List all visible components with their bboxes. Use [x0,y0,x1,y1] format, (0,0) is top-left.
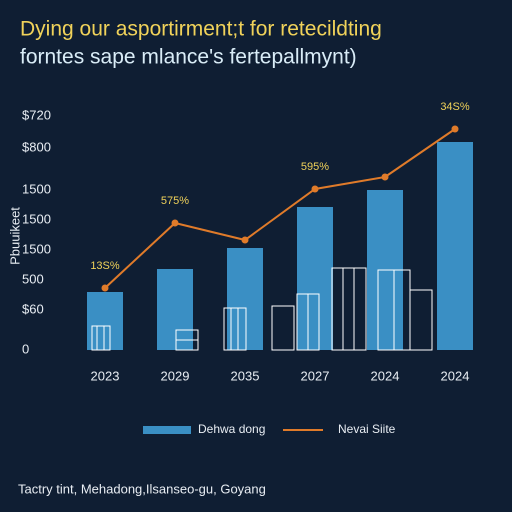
data-label: 34S% [440,101,470,113]
legend-label: Dehwa dong [198,422,265,436]
y-tick-label: $720 [22,107,51,122]
buildings [91,267,433,351]
data-label: 595% [301,161,329,173]
x-tick-label: 2023 [91,368,120,383]
y-tick-label: 1500 [22,181,51,196]
data-label: 575% [161,195,189,207]
line-marker [451,125,459,133]
line [104,128,456,289]
bar [87,292,123,350]
chart-subtitle: forntes sape mlance's fertepallmynt) [20,46,357,69]
bar [157,269,193,350]
y-axis-label: Pbuuikeet [7,207,22,265]
line-marker [241,236,249,244]
y-tick-label: $60 [22,301,44,316]
x-tick-label: 2029 [161,368,190,383]
line-marker [171,219,179,227]
y-tick-label: $800 [22,139,51,154]
bar [227,248,263,350]
legend-swatch [143,426,191,434]
bar [297,207,333,350]
legend-label: Nevai Siite [338,422,396,436]
x-tick-label: 2035 [231,368,260,383]
line-marker [311,185,319,193]
line-marker [101,284,109,292]
x-tick-label: 2024 [441,368,470,383]
bar [437,142,473,350]
y-tick-label: 1500 [22,211,51,226]
y-tick-label: 500 [22,271,44,286]
x-tick-label: 2024 [371,368,400,383]
x-tick-label: 2027 [301,368,330,383]
footer: Tactry tint, Mehadong,Ilsanseo-gu, Goyan… [18,481,266,496]
y-tick-label: 0 [22,341,29,356]
y-tick-label: 1500 [22,241,51,256]
line-marker [381,173,389,181]
data-label: 13S% [90,260,120,272]
chart-title: Dying our asportirment;t for retecildtin… [20,18,382,41]
